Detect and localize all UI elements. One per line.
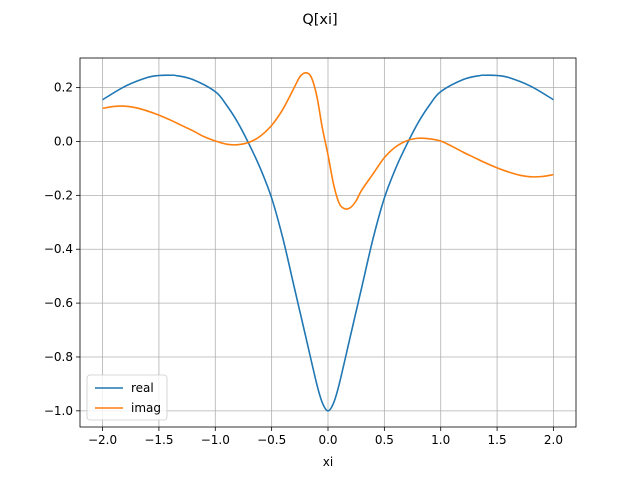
series-line-imag <box>102 72 554 210</box>
y-tick-label: −0.6 <box>44 296 73 310</box>
y-tick-label: −0.2 <box>44 188 73 202</box>
x-tick-label: 0.0 <box>318 433 337 447</box>
y-tick-label: 0.0 <box>54 134 73 148</box>
series-layer <box>102 72 554 412</box>
grid <box>80 58 576 427</box>
y-tick-label: −1.0 <box>44 404 73 418</box>
ticks: −2.0 −1.5 −1.0 −0.5 0.0 0.5 1.0 1.5 2.0 −1.0 −0.8 −… <box>44 81 563 447</box>
y-tick-label: 0.2 <box>54 81 73 95</box>
y-tick-label: −0.8 <box>44 350 73 364</box>
legend: real imag <box>86 374 168 421</box>
x-tick-label: 1.0 <box>431 433 450 447</box>
x-tick-label: −0.5 <box>257 433 286 447</box>
legend-label-real: real <box>131 381 154 395</box>
y-tick-label: −0.4 <box>44 242 73 256</box>
x-tick-label: −1.0 <box>201 433 230 447</box>
x-axis-label: xi <box>323 455 333 469</box>
x-tick-label: −1.5 <box>144 433 173 447</box>
x-tick-label: 1.5 <box>488 433 507 447</box>
legend-label-imag: imag <box>131 401 161 415</box>
chart-title: Q[xi] <box>302 12 337 28</box>
x-tick-label: 2.0 <box>544 433 563 447</box>
series-line-real <box>102 74 554 412</box>
x-tick-label: 0.5 <box>375 433 394 447</box>
x-tick-label: −2.0 <box>88 433 117 447</box>
